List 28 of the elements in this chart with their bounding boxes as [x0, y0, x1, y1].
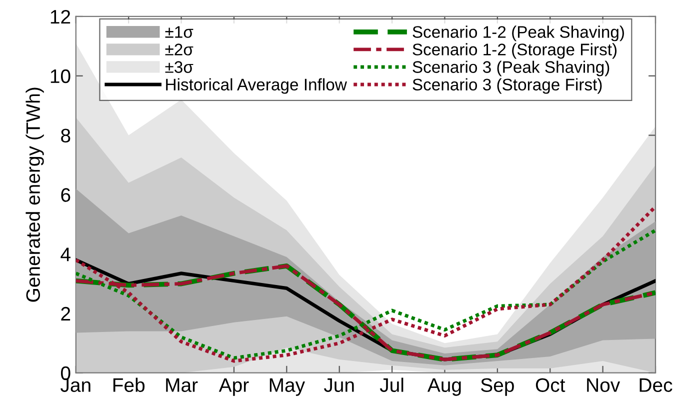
- legend-label: ±1σ: [165, 26, 194, 38]
- x-tick-label: May: [270, 378, 305, 396]
- x-tick-label: Oct: [536, 378, 566, 392]
- legend-label: Scenario 3 (Storage First): [412, 78, 602, 94]
- legend-label: Scenario 1-2 (Storage First): [412, 43, 617, 59]
- x-tick-label: Dec: [640, 378, 672, 392]
- x-tick-label: Jun: [324, 378, 354, 392]
- x-tick-label: Feb: [113, 378, 145, 392]
- y-tick-label: 6: [61, 188, 70, 202]
- x-tick-label: Apr: [218, 378, 249, 396]
- legend-label: ±3σ: [165, 61, 194, 73]
- y-tick-label: 4: [60, 248, 70, 262]
- y-axis-title: Generated energy (TWh): [26, 88, 44, 302]
- x-tick-label: Jan: [60, 378, 90, 392]
- y-tick-label: 2: [61, 306, 70, 321]
- x-tick-label: Sep: [481, 378, 514, 396]
- legend-label: Historical Average Inflow: [166, 78, 347, 94]
- x-tick-label: Aug: [427, 378, 461, 396]
- x-tick-label: Mar: [166, 378, 198, 392]
- y-tick-label: 12: [50, 10, 70, 24]
- y-tick-label: 10: [50, 69, 70, 84]
- line-series: [76, 228, 656, 360]
- x-tick-label: Nov: [587, 378, 620, 392]
- legend-label: Scenario 3 (Peak Shaving): [412, 60, 610, 76]
- x-tick-label: Jul: [380, 378, 404, 392]
- y-tick-label: 8: [61, 128, 70, 143]
- legend-label: Scenario 1-2 (Peak Shaving): [412, 26, 624, 42]
- legend-label: ±2σ: [165, 44, 194, 56]
